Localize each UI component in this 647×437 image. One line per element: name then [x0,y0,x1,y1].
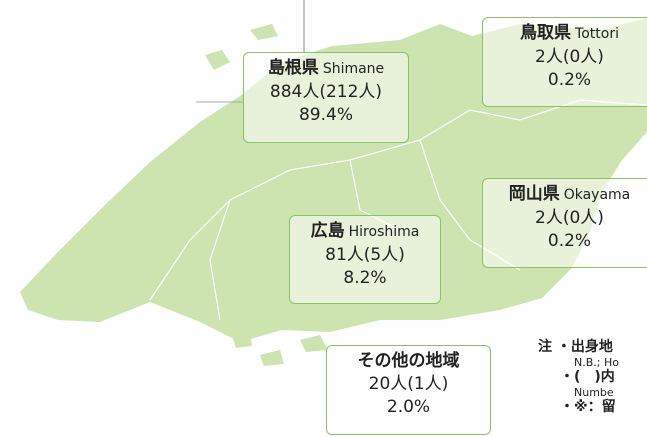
region-name-en: Shimane [322,61,385,77]
boundary [149,99,647,321]
region-name: その他の地域 [357,351,460,371]
note-item: ・出身地 [556,339,613,355]
region-percent: 2.0% [386,397,431,417]
region-percent: 0.2% [547,231,592,251]
region-count: 81人(5人) [325,245,405,265]
region-name: 岡山県 [508,184,560,204]
region-percent: 8.2% [343,268,387,288]
region-percent: 0.2% [547,70,592,90]
region-box: 広島 Hiroshima 81人(5人) 8.2% [289,215,441,304]
note-item: ・※：留 [560,399,616,415]
note-item: ・( )内 [560,369,615,385]
region-name: 鳥取県 [520,23,572,43]
region-percent: 89.4% [298,105,353,125]
notes-marker: 注 [538,339,552,355]
region-count: 884人(212人) [269,82,383,102]
region-count: 2人(0人) [535,47,604,67]
note-item: N.B.; Ho [574,356,619,369]
region-name: 広島 [310,221,345,241]
region-box: 鳥取県 Tottori 2人(0人) 0.2% [482,17,647,107]
region-name: 島根県 [267,58,319,78]
island [205,24,328,366]
region-name-en: Hiroshima [348,224,420,240]
region-box: 島根県 Shimane 884人(212人) 89.4% [243,52,409,143]
region-name-en: Okayama [563,187,631,203]
region-count: 2人(0人) [535,208,604,228]
region-box: 岡山県 Okayama 2人(0人) 0.2% [482,178,647,268]
region-count: 20人(1人) [368,374,449,394]
region-box: その他の地域 20人(1人) 2.0% [326,345,491,435]
region-name-en: Tottori [575,26,619,42]
note-item: Numbe [574,386,614,399]
notes: 注 ・出身地 N.B.; Ho ・( )内 Numbe ・※：留 [538,340,619,415]
